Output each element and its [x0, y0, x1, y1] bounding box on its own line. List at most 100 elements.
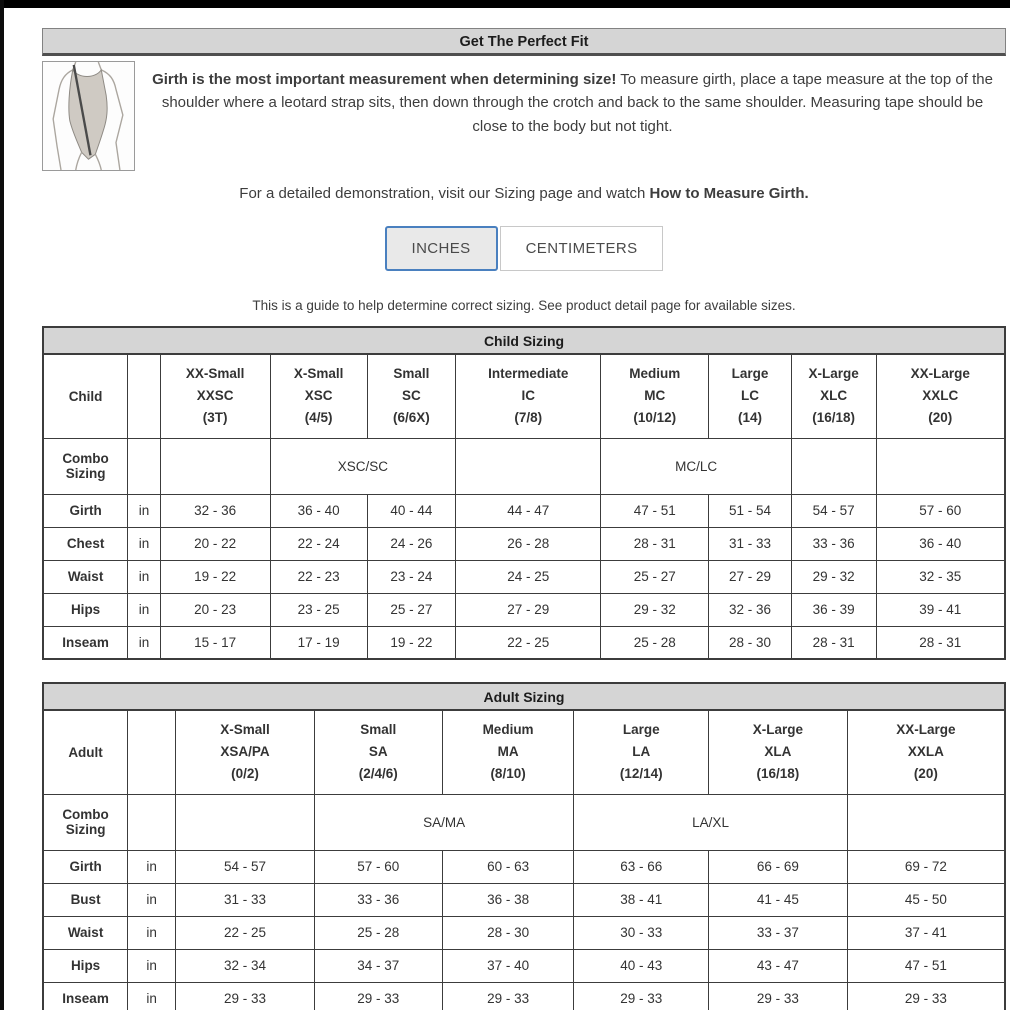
size-range-cell: 25 - 27 — [600, 559, 710, 594]
unit-column-header — [127, 353, 161, 439]
size-number: (14) — [737, 410, 762, 426]
size-range-cell: 36 - 39 — [790, 592, 877, 627]
size-range-cell: 24 - 25 — [455, 559, 602, 594]
size-range-cell: 47 - 51 — [600, 493, 710, 528]
girth-instructions-bold: Girth is the most important measurement … — [152, 71, 617, 88]
size-range-cell: 44 - 47 — [455, 493, 602, 528]
intro-section: Girth is the most important measurement … — [42, 61, 1006, 171]
size-range-cell: 19 - 22 — [159, 559, 271, 594]
size-range-cell: 25 - 27 — [366, 592, 457, 627]
measurement-row: Inseam in 15 - 17 17 - 19 19 - 22 22 - 25 25 -… — [42, 625, 1006, 660]
measurement-row: Waist in 22 - 25 25 - 28 28 - 30 30 - 33 33 - … — [42, 915, 1006, 950]
measurement-label: Inseam — [42, 625, 129, 660]
page-title: Get The Perfect Fit — [42, 28, 1006, 56]
size-range-cell: 45 - 50 — [846, 882, 1006, 917]
combo-cell: MC/LC — [600, 437, 792, 495]
inches-button[interactable]: INCHES — [384, 226, 498, 271]
unit-cell: in — [127, 493, 161, 528]
size-range-cell: 28 - 30 — [708, 625, 792, 660]
unit-column-header — [127, 709, 177, 795]
size-column-header: Medium MC (10/12) — [600, 353, 710, 439]
size-range-cell: 33 - 36 — [313, 882, 443, 917]
size-range-cell: 23 - 25 — [269, 592, 368, 627]
combo-cell: LA/XL — [573, 793, 848, 851]
size-name: XX-Large — [910, 365, 970, 381]
size-range-cell: 54 - 57 — [175, 849, 315, 884]
combo-cell: SA/MA — [313, 793, 575, 851]
size-range-cell: 39 - 41 — [875, 592, 1006, 627]
size-range-cell: 27 - 29 — [708, 559, 792, 594]
measurement-label: Waist — [42, 559, 129, 594]
size-range-cell: 23 - 24 — [366, 559, 457, 594]
size-name: X-Large — [808, 365, 859, 381]
size-range-cell: 27 - 29 — [455, 592, 602, 627]
size-code: LA — [632, 744, 651, 760]
measurement-label: Girth — [42, 849, 129, 884]
size-name: Small — [393, 365, 430, 381]
sizing-note: This is a guide to help determine correc… — [252, 298, 796, 313]
size-range-cell: 57 - 60 — [313, 849, 443, 884]
size-range-cell: 66 - 69 — [708, 849, 848, 884]
size-range-cell: 32 - 34 — [175, 948, 315, 983]
measurement-label: Waist — [42, 915, 129, 950]
girth-instructions-rest: To measure girth, place a tape measure a… — [161, 71, 993, 135]
size-number: (10/12) — [633, 410, 677, 426]
size-number: (2/4/6) — [358, 766, 398, 782]
unit-cell: in — [127, 915, 177, 950]
size-code: MC — [644, 388, 666, 404]
measurement-label: Girth — [42, 493, 129, 528]
size-code: SC — [402, 388, 421, 404]
size-range-cell: 43 - 47 — [708, 948, 848, 983]
combo-sizing-row: Combo Sizing SA/MA LA/XL — [42, 793, 1006, 851]
size-number: (3T) — [202, 410, 228, 426]
size-range-cell: 54 - 57 — [790, 493, 877, 528]
size-name: X-Small — [220, 721, 270, 737]
size-range-cell: 22 - 25 — [175, 915, 315, 950]
combo-cell — [875, 437, 1006, 495]
size-range-cell: 29 - 32 — [600, 592, 710, 627]
size-number: (0/2) — [231, 766, 259, 782]
size-range-cell: 32 - 35 — [875, 559, 1006, 594]
size-name: XX-Small — [185, 365, 245, 381]
measurement-label: Hips — [42, 948, 129, 983]
size-code: XXLC — [922, 388, 959, 404]
child-sizing-table: Child Sizing Child XX-Small XXSC (3T) X-Small… — [42, 326, 1006, 660]
measurement-row: Chest in 20 - 22 22 - 24 24 - 26 26 - 28 28 - … — [42, 526, 1006, 561]
size-number: (20) — [928, 410, 953, 426]
size-range-cell: 36 - 40 — [269, 493, 368, 528]
size-range-cell: 63 - 66 — [573, 849, 710, 884]
size-range-cell: 20 - 23 — [159, 592, 271, 627]
measurement-row: Hips in 32 - 34 34 - 37 37 - 40 40 - 43 43 - 4… — [42, 948, 1006, 983]
unit-cell: in — [127, 625, 161, 660]
size-range-cell: 28 - 31 — [875, 625, 1006, 660]
size-range-cell: 20 - 22 — [159, 526, 271, 561]
combo-unit-cell — [127, 793, 177, 851]
size-name: XX-Large — [896, 721, 956, 737]
size-range-cell: 29 - 33 — [175, 981, 315, 1010]
size-range-cell: 22 - 24 — [269, 526, 368, 561]
size-range-cell: 37 - 40 — [441, 948, 575, 983]
size-name: Medium — [629, 365, 681, 381]
size-name: X-Small — [293, 365, 344, 381]
size-range-cell: 19 - 22 — [366, 625, 457, 660]
girth-instructions: Girth is the most important measurement … — [135, 61, 1006, 171]
centimeters-button[interactable]: CENTIMETERS — [499, 226, 664, 271]
unit-cell: in — [127, 981, 177, 1010]
size-range-cell: 36 - 40 — [875, 526, 1006, 561]
unit-cell: in — [127, 526, 161, 561]
size-column-header: X-Small XSC (4/5) — [269, 353, 368, 439]
size-name: Small — [360, 721, 397, 737]
size-number: (8/10) — [490, 766, 526, 782]
top-border-bar — [0, 0, 1010, 8]
size-code: XXLA — [907, 744, 944, 760]
size-number: (16/18) — [756, 766, 800, 782]
table-group-label: Adult — [42, 709, 129, 795]
size-range-cell: 60 - 63 — [441, 849, 575, 884]
size-range-cell: 31 - 33 — [708, 526, 792, 561]
combo-cell — [455, 437, 602, 495]
measurement-row: Girth in 32 - 36 36 - 40 40 - 44 44 - 47 47 - … — [42, 493, 1006, 528]
size-column-header: Small SC (6/6X) — [366, 353, 457, 439]
size-range-cell: 29 - 33 — [441, 981, 575, 1010]
size-range-cell: 15 - 17 — [159, 625, 271, 660]
size-code: XLA — [764, 744, 792, 760]
